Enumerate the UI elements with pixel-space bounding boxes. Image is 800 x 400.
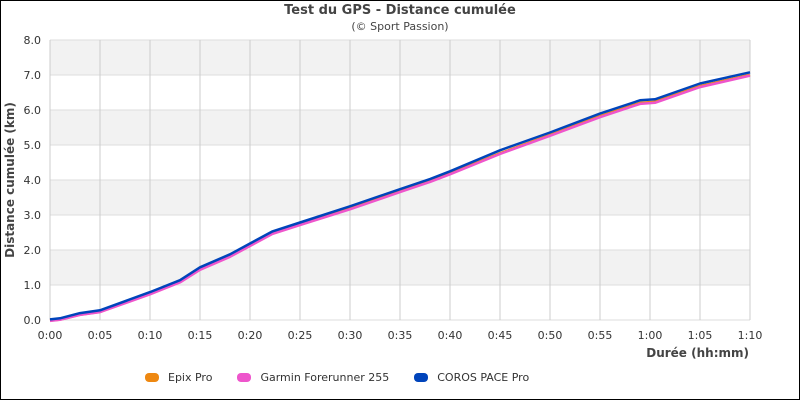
svg-text:5.0: 5.0 xyxy=(24,139,42,152)
svg-text:4.0: 4.0 xyxy=(24,174,42,187)
svg-text:0:00: 0:00 xyxy=(38,329,63,342)
legend-label: Epix Pro xyxy=(168,371,213,384)
y-axis-label: Distance cumulée (km) xyxy=(3,102,17,258)
series-lines xyxy=(49,71,751,323)
series-line xyxy=(49,74,751,323)
legend-label: COROS PACE Pro xyxy=(437,371,530,384)
svg-text:3.0: 3.0 xyxy=(24,209,42,222)
svg-text:0:50: 0:50 xyxy=(538,329,563,342)
x-axis-ticks: 0:00 0:05 0:10 0:15 0:20 0:25 0:30 0:35 0:40 0:45… xyxy=(38,329,763,342)
chart-subtitle: (© Sport Passion) xyxy=(351,20,449,33)
y-axis-ticks: 0.0 1.0 2.0 3.0 4.0 5.0 6.0 7.0 8.0 xyxy=(24,34,42,327)
svg-text:1:10: 1:10 xyxy=(738,329,763,342)
legend-swatch-icon xyxy=(237,373,252,382)
legend-swatch-icon xyxy=(145,373,159,382)
legend-item-garmin[interactable]: Garmin Forerunner 255 xyxy=(237,371,389,384)
svg-text:0.0: 0.0 xyxy=(24,314,42,327)
svg-text:0:40: 0:40 xyxy=(438,329,463,342)
svg-text:7.0: 7.0 xyxy=(24,69,42,82)
svg-text:6.0: 6.0 xyxy=(24,104,42,117)
legend-item-coros[interactable]: COROS PACE Pro xyxy=(414,371,529,384)
svg-text:0:20: 0:20 xyxy=(238,329,263,342)
svg-text:0:15: 0:15 xyxy=(188,329,213,342)
svg-text:0:05: 0:05 xyxy=(88,329,113,342)
svg-text:0:45: 0:45 xyxy=(488,329,513,342)
svg-text:0:25: 0:25 xyxy=(288,329,313,342)
legend: Epix Pro Garmin Forerunner 255 COROS PAC… xyxy=(145,371,554,384)
chart-title: Test du GPS - Distance cumulée xyxy=(284,3,516,18)
svg-text:2.0: 2.0 xyxy=(24,244,42,257)
legend-label: Garmin Forerunner 255 xyxy=(260,371,390,384)
svg-text:0:35: 0:35 xyxy=(388,329,413,342)
series-line xyxy=(49,71,751,321)
svg-text:0:55: 0:55 xyxy=(588,329,613,342)
legend-swatch-icon xyxy=(414,373,429,382)
svg-text:1:00: 1:00 xyxy=(638,329,663,342)
svg-text:1.0: 1.0 xyxy=(24,279,42,292)
x-axis-label: Durée (hh:mm) xyxy=(646,346,749,360)
legend-item-epix[interactable]: Epix Pro xyxy=(145,371,212,384)
svg-text:8.0: 8.0 xyxy=(24,34,42,47)
svg-text:0:30: 0:30 xyxy=(338,329,363,342)
svg-text:0:10: 0:10 xyxy=(138,329,163,342)
svg-text:1:05: 1:05 xyxy=(688,329,713,342)
